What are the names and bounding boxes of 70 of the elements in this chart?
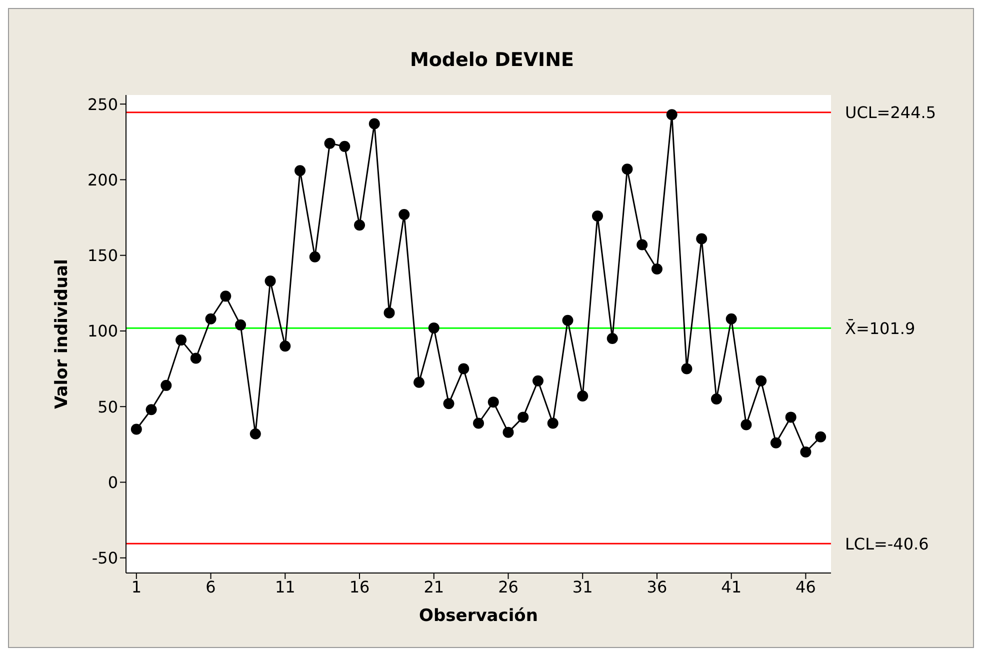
point	[220, 290, 232, 302]
point	[428, 322, 440, 334]
point	[384, 307, 395, 318]
point	[800, 446, 812, 458]
point	[622, 164, 633, 175]
point	[235, 319, 246, 330]
y-tick-label: 50	[98, 397, 118, 416]
point	[294, 165, 306, 176]
y-tick-label: -50	[92, 548, 118, 568]
point	[443, 398, 454, 410]
point	[280, 340, 291, 352]
ref-line-label: X̄=101.9	[845, 318, 916, 338]
x-tick-label: 6	[206, 577, 216, 596]
point	[309, 251, 320, 262]
point	[636, 239, 648, 250]
x-tick-label: 21	[424, 577, 444, 596]
point	[562, 314, 574, 326]
point	[592, 210, 603, 222]
point	[368, 118, 380, 130]
ref-line-label: UCL=244.5	[845, 103, 936, 122]
point	[740, 419, 752, 430]
point	[651, 263, 662, 274]
x-tick-label: 31	[572, 577, 593, 596]
x-axis-title: Observación	[419, 606, 538, 626]
point	[146, 404, 157, 416]
point	[339, 140, 350, 152]
point	[414, 376, 425, 388]
x-tick-label: 16	[349, 577, 370, 596]
point	[606, 333, 618, 344]
x-tick-label: 41	[721, 577, 742, 596]
point	[130, 424, 142, 435]
y-tick-label: 150	[87, 246, 118, 266]
ref-line-label: LCL=-40.6	[845, 534, 929, 554]
point	[473, 418, 484, 429]
point	[681, 363, 692, 374]
point	[488, 396, 499, 408]
point	[696, 233, 708, 244]
y-tick-label: 0	[108, 472, 118, 492]
y-tick-label: 100	[87, 322, 118, 341]
x-tick-label: 46	[796, 577, 816, 596]
point	[458, 363, 470, 374]
x-tick-label: 36	[646, 577, 668, 596]
point	[176, 334, 187, 346]
point	[756, 375, 767, 386]
point	[190, 352, 202, 364]
point	[770, 437, 782, 448]
chart-title: Modelo DEVINE	[408, 49, 576, 71]
x-tick-label: 26	[498, 577, 518, 596]
point	[398, 209, 410, 220]
point	[160, 380, 172, 391]
point	[205, 313, 216, 324]
point	[577, 390, 588, 402]
point	[324, 138, 336, 149]
point	[264, 276, 276, 287]
point	[666, 109, 678, 120]
point	[726, 313, 737, 324]
point	[547, 418, 558, 429]
point	[518, 412, 529, 423]
point	[502, 426, 514, 438]
y-tick-label: 200	[87, 170, 118, 190]
point	[710, 394, 722, 405]
y-tick-label: 250	[87, 94, 118, 114]
point	[532, 375, 544, 386]
point	[354, 220, 366, 231]
y-axis-title: Valor individual	[52, 259, 72, 409]
point	[250, 428, 261, 440]
point	[785, 412, 796, 423]
point	[815, 431, 826, 442]
x-tick-label: 11	[274, 577, 296, 596]
x-tick-label: 1	[131, 577, 142, 596]
